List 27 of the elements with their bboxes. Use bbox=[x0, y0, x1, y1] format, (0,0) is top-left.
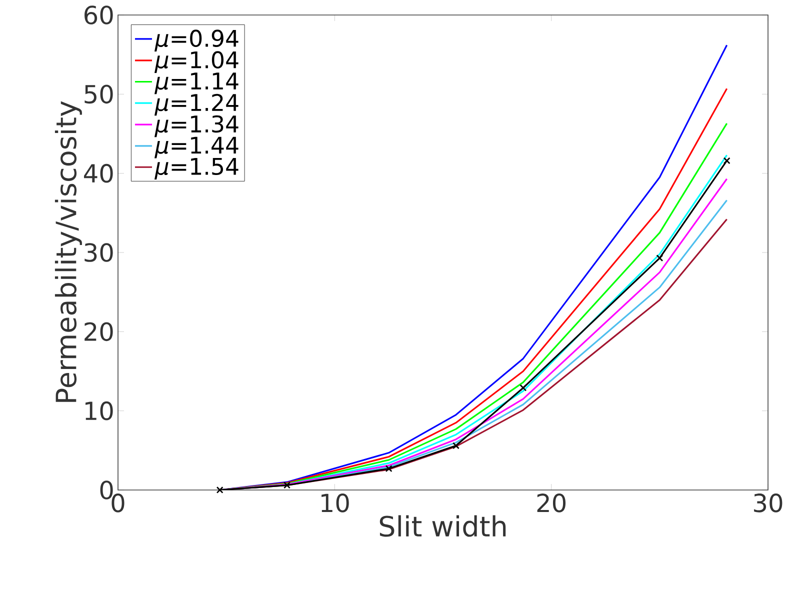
y-axis-title: Permeability/viscosity bbox=[54, 101, 82, 402]
y-tick-label: 60 bbox=[84, 6, 113, 24]
y-tick-label: 50 bbox=[84, 84, 113, 104]
point bbox=[723, 157, 730, 164]
y-tick-label: 30 bbox=[84, 243, 113, 262]
legend-label: μ=1.34 bbox=[154, 115, 238, 138]
legend-label: μ=1.24 bbox=[154, 94, 238, 116]
point bbox=[656, 254, 664, 262]
point bbox=[385, 465, 392, 472]
legend-label: μ=1.54 bbox=[154, 158, 238, 180]
x-tick-label: 10 bbox=[322, 494, 349, 512]
y-tick-label: 0 bbox=[100, 480, 113, 500]
point bbox=[283, 482, 291, 489]
y-tick-label: 20 bbox=[84, 322, 113, 342]
point bbox=[520, 384, 527, 392]
x-tick-label: 20 bbox=[537, 494, 566, 512]
legend-label: μ=1.04 bbox=[154, 51, 238, 73]
y-tick-label: 10 bbox=[86, 401, 113, 420]
point bbox=[452, 442, 460, 450]
legend-label: μ=1.44 bbox=[154, 136, 238, 158]
x-tick-label: 30 bbox=[754, 494, 782, 512]
x-tick-label: 0 bbox=[112, 494, 124, 512]
legend-label: μ=0.94 bbox=[154, 30, 238, 52]
x-axis-title: Slit width bbox=[380, 515, 506, 537]
y-tick-label: 40 bbox=[84, 164, 113, 183]
legend-label: μ=1.14 bbox=[154, 72, 238, 94]
point bbox=[216, 486, 224, 494]
